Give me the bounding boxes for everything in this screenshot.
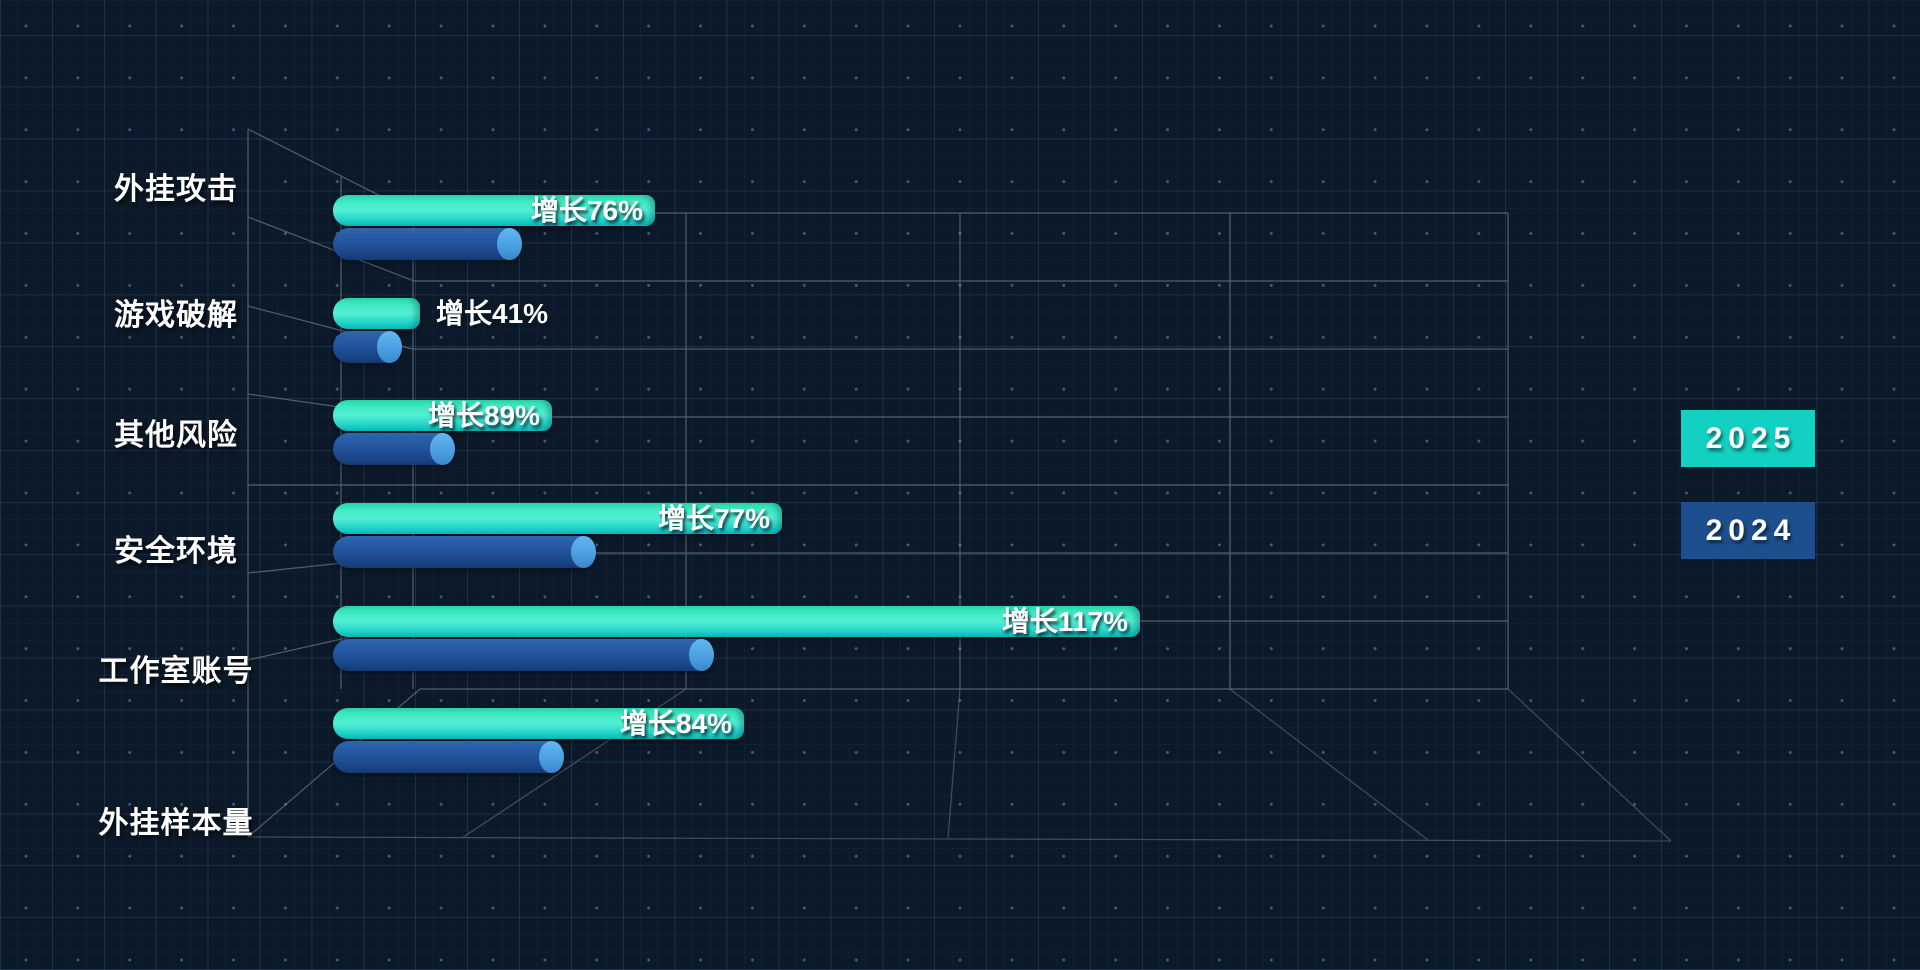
cylinder-cap — [430, 433, 455, 465]
cylinder-cap — [377, 331, 402, 363]
growth-label: 增长77% — [657, 503, 770, 534]
category-label: 工作室账号 — [98, 655, 254, 688]
legend-item-2025[interactable]: 2025 — [1681, 410, 1815, 467]
category-label: 外挂攻击 — [114, 173, 238, 206]
cylinder-cap — [689, 639, 714, 671]
bar-2024[interactable] — [333, 228, 522, 260]
growth-label: 增长84% — [619, 708, 732, 739]
bar-2025[interactable]: 增长41% — [333, 298, 548, 329]
bar-2025[interactable]: 增长89% — [333, 400, 552, 431]
legend-item-2024[interactable]: 2024 — [1681, 502, 1815, 559]
legend: 2025 2024 — [1681, 410, 1815, 594]
bar-2024[interactable] — [333, 433, 455, 465]
category-label: 其他风险 — [114, 419, 238, 452]
bar-2024[interactable] — [333, 639, 714, 671]
bar-2025[interactable]: 增长117% — [333, 606, 1140, 637]
bar-2025[interactable]: 增长76% — [333, 195, 655, 226]
bar-2024[interactable] — [333, 741, 564, 773]
growth-label: 增长76% — [530, 195, 643, 226]
cylinder-cap — [571, 536, 596, 568]
cylinder-cap — [539, 741, 564, 773]
bar-2025[interactable]: 增长84% — [333, 708, 744, 739]
category-label: 安全环境 — [114, 535, 238, 568]
growth-label: 增长41% — [436, 298, 549, 329]
category-label: 外挂样本量 — [98, 807, 254, 840]
growth-label: 增长117% — [1001, 606, 1128, 637]
bar-2024[interactable] — [333, 331, 402, 363]
bar-2024[interactable] — [333, 536, 596, 568]
cylinder-cap — [497, 228, 522, 260]
growth-label: 增长89% — [427, 400, 540, 431]
bar-2025[interactable]: 增长77% — [333, 503, 782, 534]
category-label: 游戏破解 — [114, 299, 238, 332]
